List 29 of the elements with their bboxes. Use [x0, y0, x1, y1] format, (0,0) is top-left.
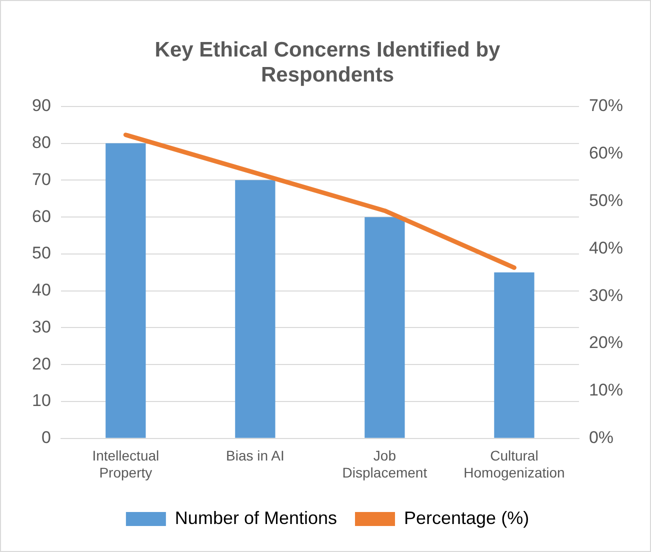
y-tick-label: 40 — [32, 280, 51, 300]
y2-tick-label: 60% — [588, 144, 624, 163]
y-tick-label: 20 — [32, 354, 51, 374]
bar — [235, 180, 276, 438]
bar — [494, 272, 534, 438]
x-tick-label: Job Displacement — [342, 448, 428, 480]
y-tick-label: 10 — [32, 391, 51, 410]
chart-title: Key Ethical Concerns Identified by Respondents — [154, 38, 501, 87]
x-tick-label: Bias in AI — [226, 448, 284, 464]
bar — [106, 143, 146, 438]
y-tick-label: 60 — [32, 206, 51, 226]
y2-tick-label: 10% — [588, 380, 624, 400]
y2-tick-label: 70% — [588, 96, 624, 116]
y2-tick-label: 40% — [588, 238, 624, 258]
y-tick-label: 80 — [32, 132, 51, 152]
y-tick-label: 90 — [32, 96, 51, 116]
x-tick-label: Cultural Homogenization — [464, 448, 565, 480]
bar — [364, 217, 405, 438]
y-tick-label: 50 — [32, 244, 51, 263]
y2-tick-label: 30% — [588, 286, 624, 305]
y-tick-label: 70 — [32, 170, 51, 189]
y2-tick-label: 20% — [588, 333, 624, 352]
legend-label: Number of Mentions — [174, 508, 338, 528]
y-tick-label: 30 — [32, 317, 51, 336]
y-tick-label: 0 — [41, 428, 51, 448]
x-tick-label: Intellectual Property — [92, 448, 160, 480]
legend-label: Percentage (%) — [404, 508, 530, 528]
y2-tick-label: 0% — [588, 428, 614, 448]
y2-tick-label: 50% — [588, 190, 624, 210]
